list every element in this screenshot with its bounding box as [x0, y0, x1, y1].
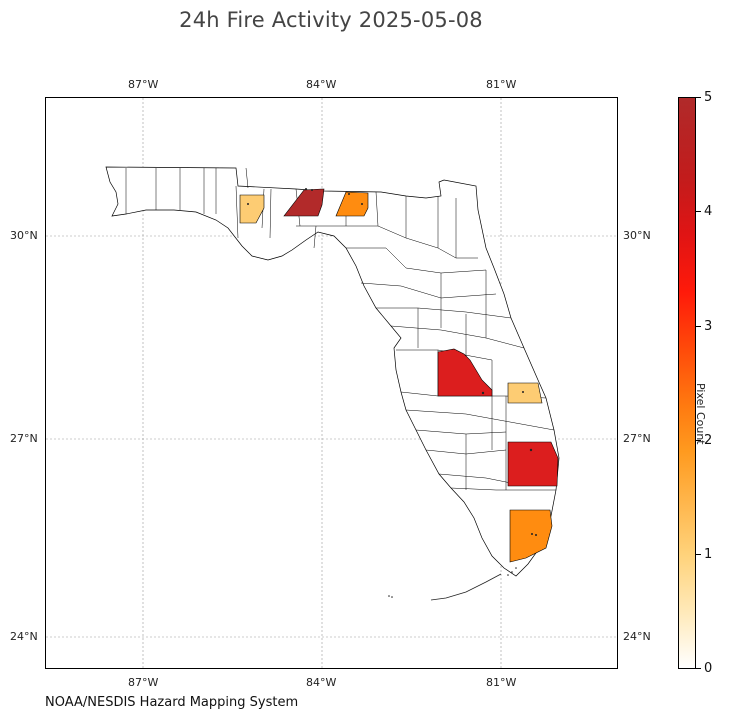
lon-label-top-87w: 87°W [128, 78, 159, 91]
fire-point [311, 189, 313, 191]
florida-keys [388, 567, 517, 601]
county-madison [335, 191, 369, 217]
county-palm-beach [507, 441, 559, 487]
source-credit: NOAA/NESDIS Hazard Mapping System [45, 695, 299, 710]
fire-point [481, 391, 485, 395]
lat-label-left-24n: 24°N [10, 630, 38, 643]
colorbar-tick [696, 668, 701, 669]
colorbar-label-2: 2 [704, 433, 713, 448]
lat-label-right-27n: 27°N [623, 432, 651, 445]
colorbar-tick [696, 554, 701, 555]
fire-point [361, 203, 363, 205]
colorbar-tick [696, 97, 701, 98]
colorbar-label-1: 1 [704, 547, 713, 562]
county-brevard [507, 382, 543, 404]
colorbar [678, 97, 696, 669]
lon-label-bottom-81w: 81°W [486, 676, 517, 689]
fire-detections [247, 188, 537, 536]
florida-county-map [46, 98, 617, 668]
lat-label-left-27n: 27°N [10, 432, 38, 445]
fire-point [529, 448, 533, 452]
fire-point [531, 533, 533, 535]
fire-point [305, 188, 307, 190]
colorbar-label-5: 5 [704, 90, 713, 105]
fire-point [535, 534, 537, 536]
lon-label-top-84w: 84°W [306, 78, 337, 91]
fire-point [522, 391, 524, 393]
colorbar-tick [696, 440, 701, 441]
florida-outline [105, 166, 560, 577]
county-polk [437, 348, 493, 397]
colorbar-title: Pixel Count [694, 383, 707, 445]
county-miami-dade [509, 509, 553, 563]
lat-label-right-24n: 24°N [623, 630, 651, 643]
colorbar-label-4: 4 [704, 204, 713, 219]
colorbar-tick [696, 211, 701, 212]
colorbar-tick [696, 326, 701, 327]
lon-label-top-81w: 81°W [486, 78, 517, 91]
chart-title: 24h Fire Activity 2025-05-08 [179, 8, 483, 32]
lon-label-bottom-87w: 87°W [128, 676, 159, 689]
lon-label-bottom-84w: 84°W [306, 676, 337, 689]
lat-label-right-30n: 30°N [623, 229, 651, 242]
county-borders [125, 167, 556, 491]
county-walton [239, 194, 265, 224]
lat-label-left-30n: 30°N [10, 229, 38, 242]
colorbar-label-3: 3 [704, 319, 713, 334]
fire-point [247, 203, 249, 205]
fire-point [348, 193, 350, 195]
county-leon [283, 188, 325, 217]
map-panel [45, 97, 618, 669]
colorbar-label-0: 0 [704, 661, 713, 676]
